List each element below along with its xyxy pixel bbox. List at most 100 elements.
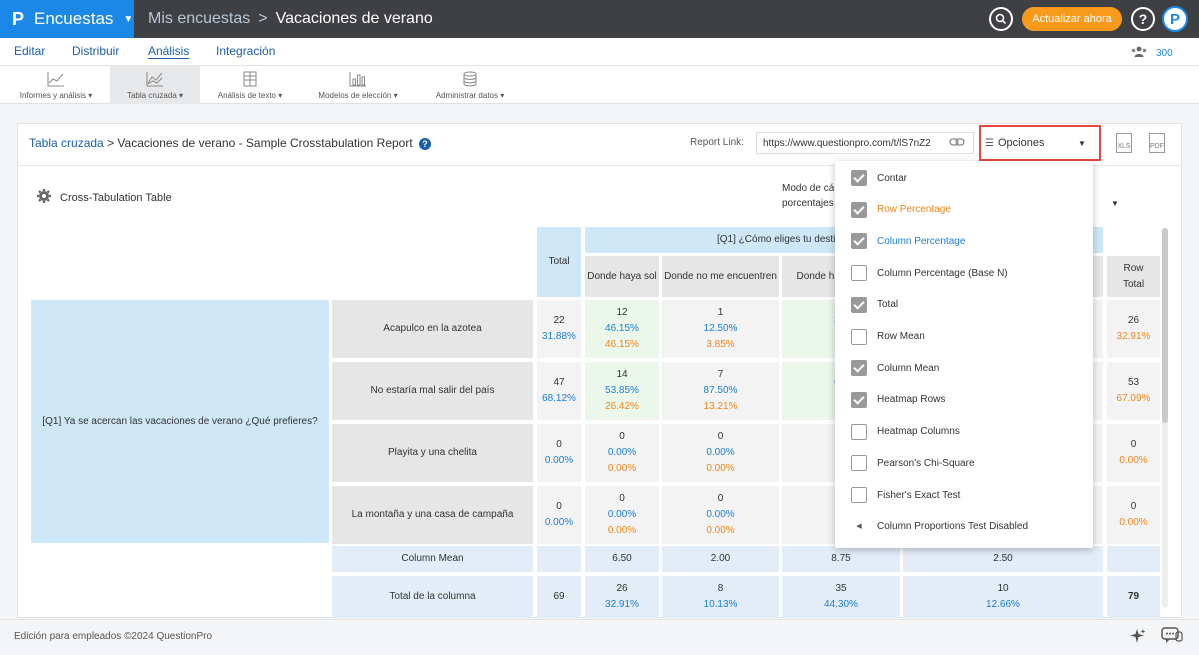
row-label: La montaña y una casa de campaña: [332, 486, 533, 544]
column-total-cell: 10 12.66%: [903, 576, 1103, 618]
account-avatar[interactable]: P: [1162, 6, 1188, 32]
col-header: Donde haya sol: [585, 256, 659, 297]
report-link-value: https://www.questionpro.com/t/lS7nZ2: [763, 137, 931, 149]
column-mean-value: 8.75: [782, 546, 900, 572]
checkbox[interactable]: [851, 391, 867, 408]
column-proportions-submenu[interactable]: ◀ Column Proportions Test Disabled: [851, 517, 1028, 535]
row-total-cell: 47 68.12%: [537, 362, 581, 420]
export-pdf-icon[interactable]: PDF: [1149, 133, 1165, 153]
tool-administrar-datos[interactable]: Administrar datos ▾: [422, 66, 518, 104]
row-label: Playita y una chelita: [332, 424, 533, 482]
column-total-cell: 35 44.30%: [782, 576, 900, 618]
bar-chart-icon: [349, 71, 367, 87]
menu-analisis[interactable]: Análisis: [148, 44, 190, 58]
help-icon[interactable]: ?: [1131, 7, 1155, 31]
option-contar[interactable]: Contar: [851, 169, 907, 187]
option-heatmap-columns[interactable]: Heatmap Columns: [851, 423, 960, 441]
column-mean-value: 6.50: [585, 546, 659, 572]
column-mean-value: 2.50: [903, 546, 1103, 572]
caret-left-icon: ◀: [856, 523, 862, 530]
checkbox[interactable]: [851, 233, 867, 250]
tool-tabla-cruzada[interactable]: Tabla cruzada ▾: [110, 66, 200, 104]
menu-integracion[interactable]: Integración: [216, 44, 276, 58]
export-xls-icon[interactable]: XLS: [1116, 133, 1132, 153]
search-icon[interactable]: [989, 7, 1013, 31]
option-pearson-s-chi-square[interactable]: Pearson's Chi-Square: [851, 454, 975, 472]
calc-mode-label: Modo de cálculo porcentajes: [782, 181, 834, 211]
chat-support-icon[interactable]: [1161, 627, 1183, 650]
row-label: No estaría mal salir del país: [332, 362, 533, 420]
options-dropdown[interactable]: ☰ Opciones ▼: [985, 133, 1095, 153]
breadcrumb-separator: >: [258, 10, 268, 27]
caret-down-icon: ▼: [123, 13, 134, 25]
row-total-value: 0 0.00%: [1107, 486, 1160, 544]
product-switcher[interactable]: P Encuestas ▼: [0, 0, 134, 38]
option-row-mean[interactable]: Row Mean: [851, 328, 925, 346]
questionpro-logo-icon: P: [12, 8, 25, 29]
checkbox[interactable]: [851, 296, 867, 313]
options-menu: Contar Row Percentage Column Percentage Col…: [835, 161, 1093, 548]
tool-modelos-eleccion[interactable]: Modelos de elección ▾: [306, 66, 410, 104]
checkbox[interactable]: [851, 360, 867, 377]
checkbox[interactable]: [851, 265, 867, 282]
option-column-percentage[interactable]: Column Percentage: [851, 232, 965, 250]
option-label: Column Percentage (Base N): [877, 267, 1008, 279]
option-label: Column Mean: [877, 362, 940, 374]
row-total-header: Row Total: [1107, 256, 1160, 297]
tool-label: Informes y análisis ▾: [19, 91, 93, 100]
users-indicator[interactable]: 300: [1130, 46, 1173, 61]
tool-informes[interactable]: Informes y análisis ▾: [8, 66, 104, 104]
data-cell: 0 0.00% 0.00%: [662, 486, 779, 544]
breadcrumb-tabla-cruzada[interactable]: Tabla cruzada: [29, 136, 104, 150]
option-row-percentage[interactable]: Row Percentage: [851, 201, 951, 219]
option-fisher-s-exact-test[interactable]: Fisher's Exact Test: [851, 486, 960, 504]
option-label: Column Percentage: [877, 235, 966, 247]
option-label: Contar: [877, 172, 908, 184]
scrollbar-thumb[interactable]: [1162, 228, 1168, 423]
option-label: Pearson's Chi-Square: [877, 457, 975, 469]
checkbox[interactable]: [851, 201, 867, 218]
option-column-percentage-base-n[interactable]: Column Percentage (Base N): [851, 264, 1008, 282]
help-circle-icon[interactable]: ?: [419, 138, 432, 150]
option-heatmap-rows[interactable]: Heatmap Rows: [851, 391, 945, 409]
option-column-mean[interactable]: Column Mean: [851, 359, 939, 377]
data-cell: 1 12.50% 3.85%: [662, 300, 779, 358]
row-total-cell: 22 31.88%: [537, 300, 581, 358]
column-total-label: Total de la columna: [332, 576, 533, 618]
link-icon[interactable]: [949, 137, 965, 150]
column-total-cell: 26 32.91%: [585, 576, 659, 618]
row-total-value: 53 67.09%: [1107, 362, 1160, 420]
upgrade-button[interactable]: Actualizar ahora: [1022, 7, 1122, 31]
checkbox[interactable]: [851, 423, 867, 440]
menu-distribuir[interactable]: Distribuir: [72, 44, 120, 58]
tool-analisis-texto[interactable]: Análisis de texto ▾: [206, 66, 294, 104]
option-total[interactable]: Total: [851, 296, 898, 314]
checkbox[interactable]: [851, 487, 867, 503]
calc-mode-caret-icon[interactable]: ▼: [1111, 199, 1119, 208]
row-total-value: 26 32.91%: [1107, 300, 1160, 358]
tool-label: Administrar datos ▾: [435, 91, 505, 100]
checkbox[interactable]: [851, 170, 867, 186]
checkbox[interactable]: [851, 455, 867, 472]
breadcrumb-my-surveys[interactable]: Mis encuestas: [148, 10, 251, 27]
top-breadcrumb: Mis encuestas > Vacaciones de verano: [148, 0, 433, 38]
submenu-label: Column Proportions Test Disabled: [877, 520, 1029, 532]
sparkle-icon[interactable]: [1130, 628, 1146, 649]
menu-editar[interactable]: Editar: [14, 44, 46, 58]
report-title: > Vacaciones de verano - Sample Crosstab…: [107, 136, 413, 150]
main-menu: Editar Distribuir Análisis Integración: [0, 38, 1199, 66]
tool-label: Tabla cruzada ▾: [126, 91, 184, 100]
section-title: Cross-Tabulation Table: [60, 191, 172, 204]
data-cell: 0 0.00% 0.00%: [585, 486, 659, 544]
data-cell: 12 46.15% 46.15%: [585, 300, 659, 358]
column-total-value: 69: [537, 576, 581, 618]
gear-icon[interactable]: [36, 188, 52, 207]
report-link-field[interactable]: https://www.questionpro.com/t/lS7nZ2: [756, 132, 974, 154]
options-highlight: [979, 125, 1101, 161]
line-chart-icon: [47, 71, 65, 87]
total-header: Total: [537, 227, 581, 297]
data-cell: 14 53.85% 26.42%: [585, 362, 659, 420]
row-label: Acapulco en la azotea: [332, 300, 533, 358]
checkbox[interactable]: [851, 328, 867, 345]
grand-total: 79: [1107, 576, 1160, 618]
